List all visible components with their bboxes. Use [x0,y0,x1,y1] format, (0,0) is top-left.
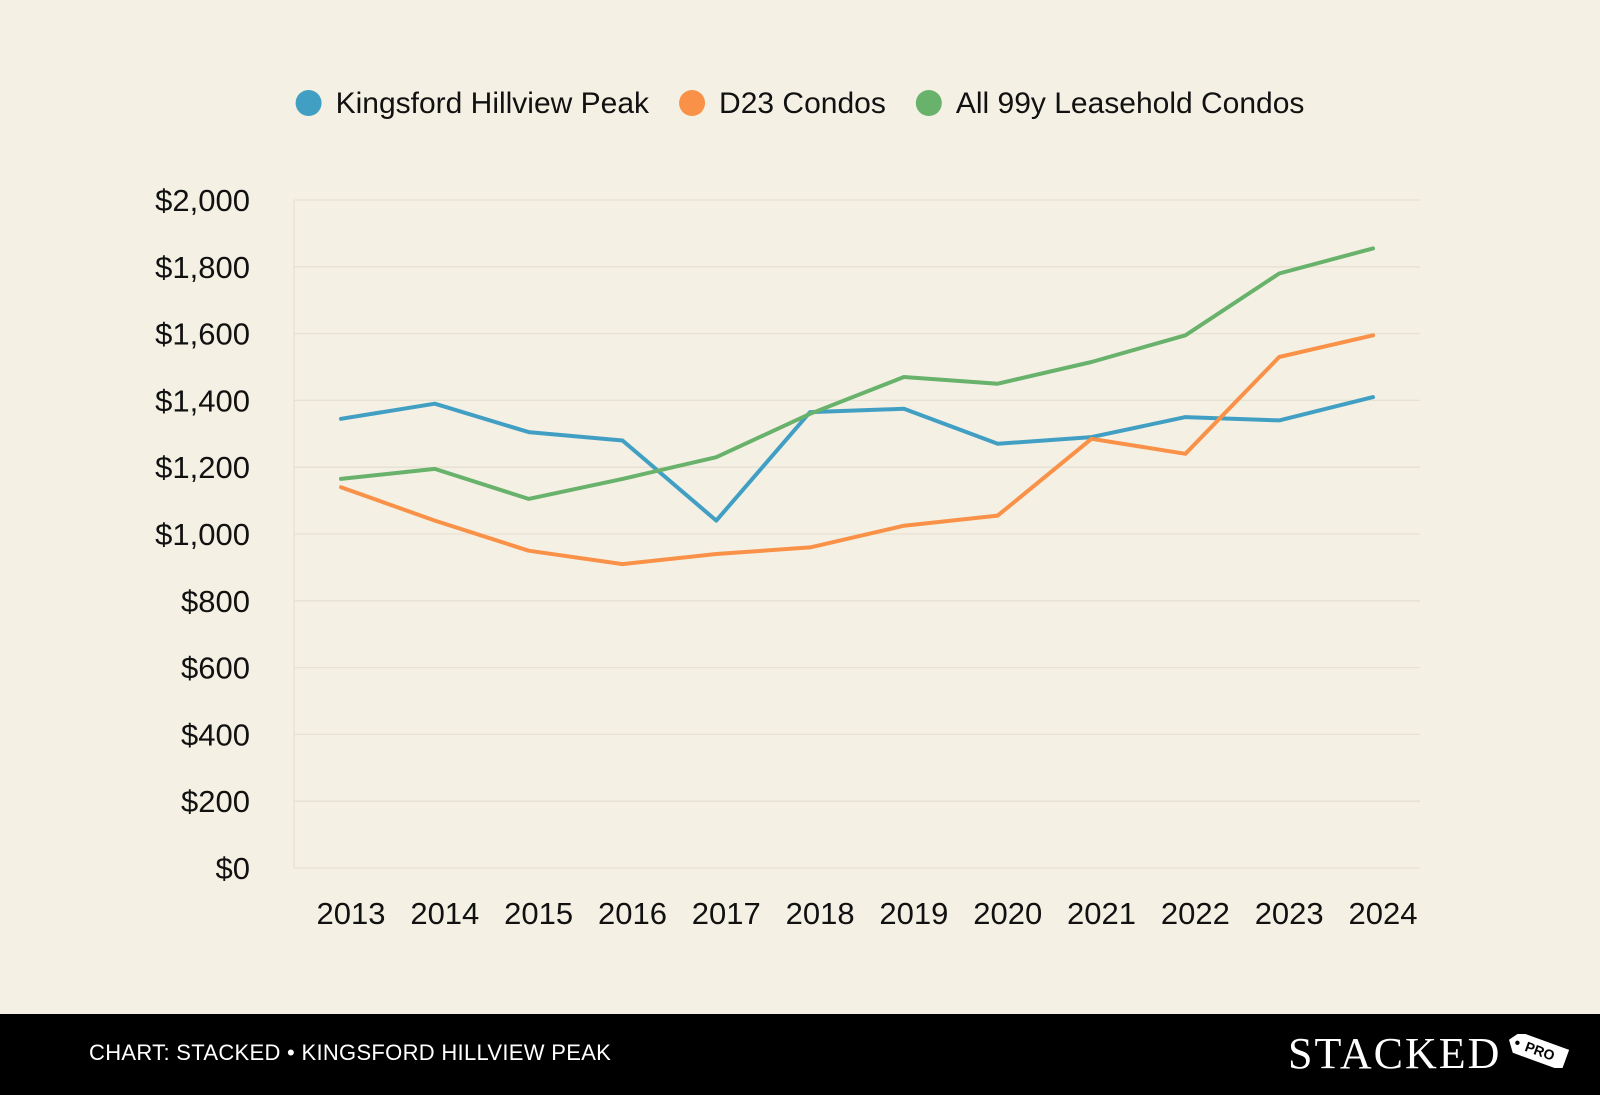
series-lines [339,246,1375,567]
x-axis-tick-labels: 2013 2014 2015 2016 2017 2018 2019 2020 2021 2022… [317,896,1418,931]
y-tick-label: $2,000 [155,183,250,218]
x-tick-label: 2019 [879,896,948,931]
x-tick-label: 2023 [1255,896,1324,931]
x-tick-label: 2013 [317,896,386,931]
x-tick-label: 2020 [973,896,1042,931]
brand-wordmark: STACKED [1288,1029,1502,1078]
x-tick-label: 2022 [1161,896,1230,931]
y-tick-label: $800 [181,584,250,619]
brand-logo: STACKED PRO [1288,1026,1575,1082]
legend-label: D23 Condos [719,87,886,120]
legend-marker-icon [915,90,942,116]
x-tick-label: 2017 [692,896,761,931]
y-tick-label: $1,400 [155,383,250,418]
y-tick-label: $200 [181,784,250,819]
y-tick-label: $600 [181,651,250,686]
y-tick-label: $1,000 [155,517,250,552]
footer-bar: CHART: STACKED • KINGSFORD HILLVIEW PEAK… [0,1014,1600,1095]
y-tick-label: $400 [181,717,250,752]
x-tick-label: 2014 [410,896,479,931]
pro-tag-icon: PRO [1505,1032,1575,1071]
line-chart: $0 $200 $400 $600 $800 $1,000 $1,200 $1,400 $1,6… [155,87,1420,931]
y-tick-label: $0 [216,851,250,886]
x-tick-label: 2018 [786,896,855,931]
series-line-1 [339,395,1375,523]
x-tick-label: 2015 [504,896,573,931]
legend: Kingsford Hillview Peak D23 Condos All 99y… [295,87,1305,120]
series-line-2 [339,333,1375,567]
x-tick-label: 2024 [1349,896,1418,931]
y-tick-label: $1,600 [155,317,250,352]
y-tick-label: $1,200 [155,450,250,485]
tag-shape-icon [1509,1032,1570,1071]
footer-caption: CHART: STACKED • KINGSFORD HILLVIEW PEAK [89,1040,612,1065]
legend-marker-icon [295,90,322,116]
legend-label: Kingsford Hillview Peak [336,87,650,120]
x-tick-label: 2021 [1067,896,1136,931]
y-tick-label: $1,800 [155,250,250,285]
legend-label: All 99y Leasehold Condos [956,87,1305,120]
x-tick-label: 2016 [598,896,667,931]
series-line-3 [339,246,1375,501]
y-axis-tick-labels: $0 $200 $400 $600 $800 $1,000 $1,200 $1,400 $1,6… [155,183,250,886]
gridlines [293,199,1420,869]
pro-tag-label: PRO [1523,1038,1558,1064]
legend-marker-icon [679,90,706,116]
